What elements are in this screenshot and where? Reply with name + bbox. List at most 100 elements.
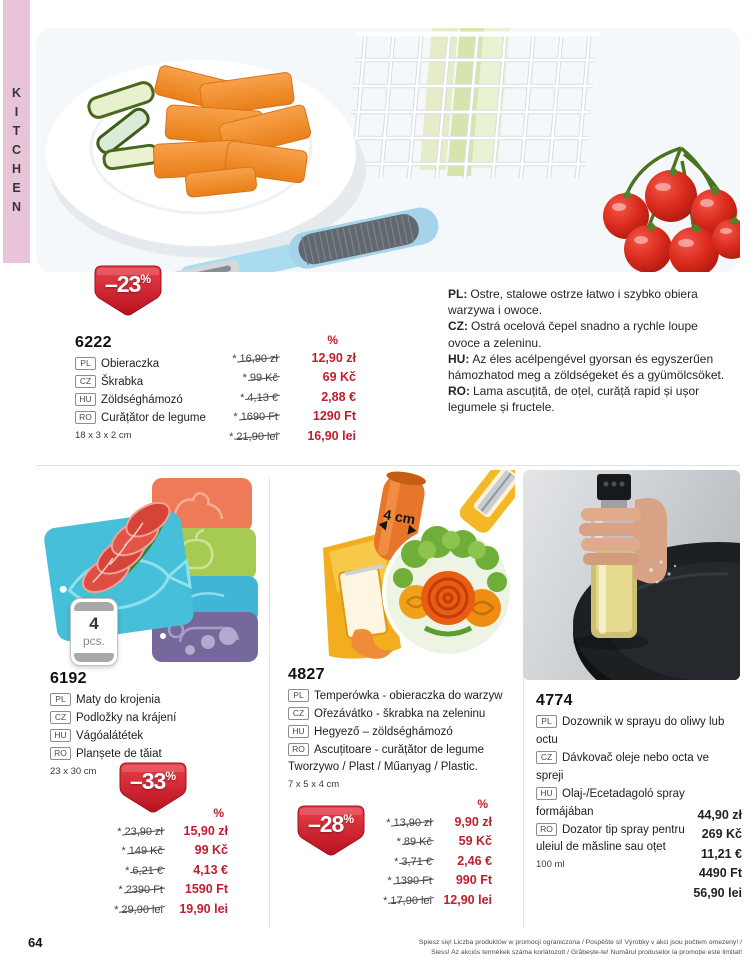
- lang-tag: HU: [75, 393, 96, 406]
- lang-tag: HU: [288, 725, 309, 738]
- price-row: * 4,13 €2,88 €: [240, 389, 356, 404]
- old-price: 2390 Ft: [125, 884, 163, 897]
- old-price: 3,71 €: [401, 855, 432, 868]
- product-name-row: HU Vágóalátétek: [50, 727, 260, 745]
- price: 56,90 lei: [693, 885, 742, 900]
- new-price: 16,90 lei: [307, 428, 356, 443]
- carrot-peel-curl: [351, 629, 393, 659]
- price-row: * 29,90 lei 19,90 lei: [114, 901, 228, 916]
- description-line: CZ: Ostrá ocelová čepel snadno a rychle l…: [448, 319, 698, 350]
- old-price: 99 Kč: [249, 372, 278, 385]
- tag-bar: [74, 602, 114, 611]
- product-name-row: CZ Dávkovač oleje nebo octa ve spreji: [536, 751, 710, 782]
- price-row: * 23,90 zł 15,90 zł: [117, 824, 228, 838]
- product-volume: 100 ml: [536, 859, 565, 870]
- old-price: 13,90 zł: [393, 817, 432, 829]
- tag-bar: [74, 653, 114, 662]
- new-price: 1290 Ft: [312, 409, 356, 424]
- new-price: 69 Kč: [322, 370, 356, 385]
- percent-header: %: [213, 806, 224, 820]
- product-photo-4774: [523, 470, 740, 680]
- discount-badge-6192: –33%: [117, 760, 189, 816]
- lang-tag: HU: [536, 787, 557, 800]
- price-table-6222: % * 16,90 zł 12,90 zł * 99 Kč 69 Kč * 4,13 €2…: [178, 333, 358, 448]
- price-row: 11,21 €: [622, 847, 742, 866]
- price-row: * 89 Kč 59 Kč: [396, 834, 492, 849]
- new-price: 99 Kč: [194, 843, 228, 858]
- measure-label: 4 cm: [378, 506, 417, 535]
- lang-tag: HU: [50, 729, 71, 742]
- new-price: 12,90 lei: [443, 892, 492, 907]
- product-code: 4774: [536, 692, 573, 709]
- percent-header: %: [477, 797, 488, 811]
- lang-tag: RO: [50, 747, 71, 760]
- new-price: 990 Ft: [455, 873, 492, 888]
- product-code: 4827: [288, 666, 325, 683]
- wire-basket-photo: [345, 28, 600, 178]
- product-info-4827: 4827 PL Temperówka - obieraczka do warzyw…: [288, 666, 513, 790]
- old-price: 23,90 zł: [124, 826, 163, 838]
- footer-disclaimer: Spiesz się! Liczba produktów w promocji …: [322, 938, 742, 957]
- new-price: 59 Kč: [458, 834, 492, 849]
- lang-tag: CZ: [50, 711, 71, 724]
- product-photo-4827: 4 cm: [285, 470, 515, 665]
- old-price: 149 Kč: [128, 845, 163, 858]
- lang-tag: CZ: [288, 707, 309, 720]
- price-row: * 149 Kč 99 Kč: [121, 843, 228, 858]
- price-row: 56,90 lei: [622, 886, 742, 905]
- new-price: 2,88 €: [321, 389, 356, 404]
- disclaimer-line-2: Siess! Az akciós termékek száma korlátoz…: [431, 948, 742, 956]
- description-line: RO: Lama ascuțită, de oțel, curăță rapid …: [448, 384, 700, 415]
- price-row: * 3,71 €2,46 €: [394, 853, 492, 868]
- hand: [579, 498, 667, 584]
- svg-text:4 cm: 4 cm: [382, 506, 416, 527]
- product-name-row: RO Curățător de legume: [75, 409, 235, 427]
- product-name-row: HU Olaj-/Ecetadagoló spray formájában: [536, 787, 685, 818]
- price-list-4774: 44,90 zł 269 Kč 11,21 € 4490 Ft 56,90 le…: [622, 808, 742, 905]
- product-size: 18 x 3 x 2 cm: [75, 430, 132, 441]
- product-name-row: PL Temperówka - obieraczka do warzyw: [288, 687, 513, 705]
- discount-value: –33: [129, 768, 166, 794]
- price-table-4827: % * 13,90 zł 9,90 zł * 89 Kč 59 Kč * 3,71 €2,…: [352, 797, 494, 912]
- price-table-6192: % * 23,90 zł 15,90 zł * 149 Kč 99 Kč * 6,21 €…: [66, 806, 230, 921]
- price-row: * 1690 Ft 1290 Ft: [233, 409, 356, 424]
- product-name-row: HU Zöldséghámozó: [75, 391, 235, 409]
- description-line: HU: Az éles acélpengével gyorsan és egysz…: [448, 351, 725, 383]
- price-row: * 16,90 zł 12,90 zł: [232, 351, 356, 365]
- product-photo-6192: [40, 472, 265, 662]
- product-info-4774: 4774 PL Dozownik w sprayu do oliwy lub oc…: [536, 692, 736, 870]
- pack-count: 4: [89, 614, 99, 633]
- sharpener-body: [323, 532, 401, 659]
- peeler-top-right: [459, 470, 515, 533]
- price: 269 Kč: [701, 827, 742, 842]
- price-row: * 13,90 zł 9,90 zł: [386, 815, 492, 829]
- old-price: 1390 Ft: [394, 875, 432, 888]
- discount-badge-6222: –23%: [92, 263, 164, 319]
- hero-photo-illustration: [36, 28, 740, 272]
- pack-unit: pcs.: [82, 634, 105, 648]
- old-price: 16,90 zł: [239, 353, 278, 365]
- new-price: 19,90 lei: [179, 901, 228, 916]
- price: 11,21 €: [700, 846, 742, 861]
- plate-photo: [46, 60, 366, 258]
- product-size: 23 x 30 cm: [50, 766, 97, 777]
- price: 44,90 zł: [697, 808, 742, 822]
- old-price: 29,90 lei: [121, 903, 163, 916]
- column-divider: [269, 478, 270, 928]
- old-price: 17,90 lei: [390, 894, 432, 907]
- old-price: 6,21 €: [132, 864, 163, 877]
- price-row: * 2390 Ft 1590 Ft: [118, 882, 228, 897]
- product-name-row: PL Maty do krojenia: [50, 691, 260, 709]
- oil-spray-bottle: [573, 474, 649, 650]
- new-price: 12,90 zł: [311, 351, 356, 365]
- product-material: Tworzywo / Plast / Műanyag / Plastic.: [288, 761, 478, 773]
- product-name-row: HU Hegyező – zöldséghámozó: [288, 723, 513, 741]
- frying-pan: [573, 542, 740, 680]
- price-row: * 1390 Ft 990 Ft: [387, 873, 492, 888]
- product-description-6222: PL: Ostre, stalowe ostrze łatwo i szybko …: [448, 286, 726, 416]
- lang-tag: PL: [288, 689, 309, 702]
- lang-tag: CZ: [536, 751, 557, 764]
- old-price: 89 Kč: [403, 836, 432, 849]
- discount-value: –28: [307, 811, 344, 837]
